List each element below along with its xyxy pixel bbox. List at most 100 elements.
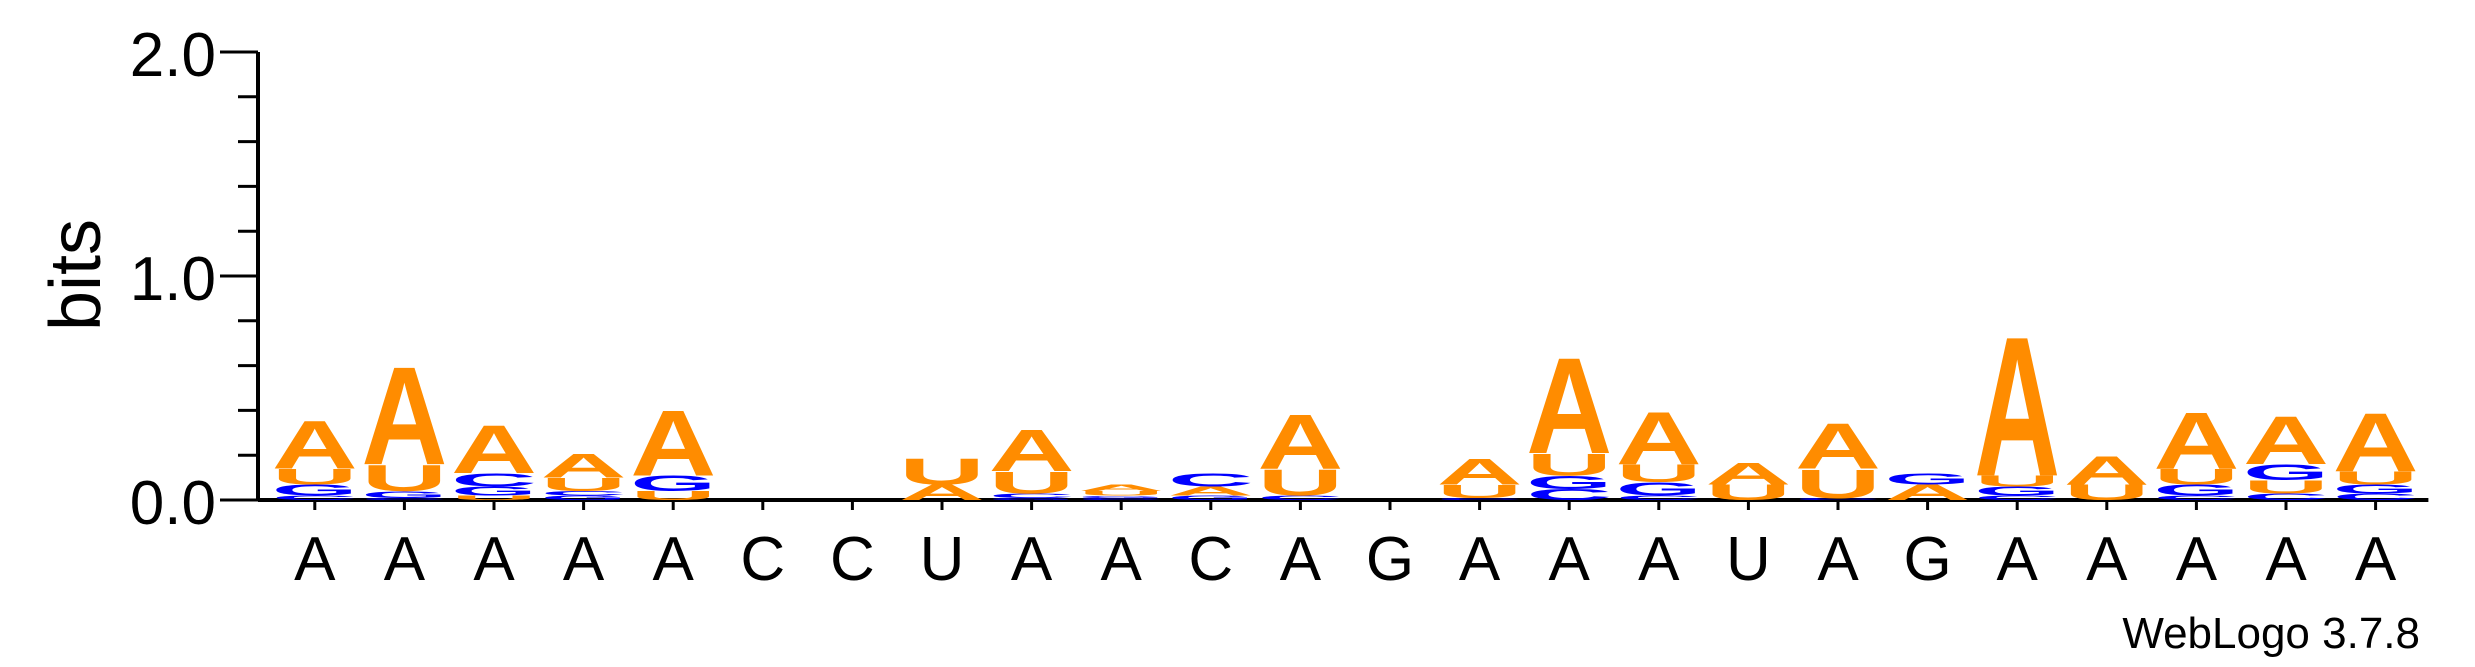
x-tick-label: C xyxy=(740,525,785,594)
logo-letter-g: G xyxy=(2333,482,2419,496)
logo-letter-g: G xyxy=(1885,470,1971,487)
logo-letter-u: U xyxy=(1974,472,2060,489)
x-tick-label: A xyxy=(1011,525,1053,594)
logo-letter-a: A xyxy=(1526,330,1612,483)
logo-letter-a: A xyxy=(1974,295,2060,518)
logo-letter-a: A xyxy=(2153,396,2239,487)
logo-letter-c: C xyxy=(1168,470,1254,491)
logo-letter-a: A xyxy=(451,411,537,488)
logo-letter-u: U xyxy=(361,457,447,499)
weblogo-credit: WebLogo 3.7.8 xyxy=(2122,609,2420,658)
logo-letter-c: C xyxy=(451,470,537,491)
logo-letter-u: U xyxy=(1078,490,1164,497)
x-tick-label: A xyxy=(1101,525,1143,594)
x-tick-label: A xyxy=(653,525,695,594)
logo-letter-g: G xyxy=(272,482,358,499)
y-tick-label: 2.0 xyxy=(130,21,216,90)
logo-letter-a: A xyxy=(899,481,985,505)
logo-letter-u: U xyxy=(451,494,537,501)
logo-letter-g: G xyxy=(630,471,716,495)
logo-letter-c: C xyxy=(541,490,627,497)
logo-letter-a: A xyxy=(1257,399,1343,486)
logo-letter-u: U xyxy=(541,474,627,495)
logo-letter-c: C xyxy=(361,497,447,500)
logo-letter-u: U xyxy=(272,465,358,489)
logo-letter-c: C xyxy=(1974,494,2060,501)
x-tick-label: A xyxy=(1459,525,1501,594)
x-tick-label: A xyxy=(2176,525,2218,594)
logo-letter-a: A xyxy=(1795,410,1881,483)
logo-letter-g: G xyxy=(1974,484,2060,498)
logo-letter-g: G xyxy=(1616,479,1702,500)
logo-letter-u: U xyxy=(899,450,985,492)
logo-letter-c: C xyxy=(989,492,1075,499)
logo-letter-g: G xyxy=(2243,460,2329,484)
logo-letter-u: U xyxy=(2064,481,2150,505)
x-tick-label: A xyxy=(563,525,605,594)
logo-letter-g: G xyxy=(1078,495,1164,499)
y-tick-label: 1.0 xyxy=(130,245,216,314)
logo-letter-u: U xyxy=(630,489,716,503)
logo-letter-a: A xyxy=(1885,481,1971,505)
x-tick-label: C xyxy=(830,525,875,594)
logo-letter-c: C xyxy=(2153,494,2239,501)
logo-letter-g: G xyxy=(361,489,447,499)
logo-letter-u: U xyxy=(1257,462,1343,504)
logo-letter-c: C xyxy=(1257,494,1343,501)
x-tick-label: A xyxy=(1997,525,2039,594)
logo-letter-c: C xyxy=(272,494,358,501)
logo-letter-c: C xyxy=(2333,492,2419,502)
x-tick-label: A xyxy=(2265,525,2307,594)
logo-letter-c: C xyxy=(1795,497,1881,500)
logo-letter-a: A xyxy=(1705,456,1791,491)
logo-letter-a: A xyxy=(1437,450,1523,492)
logo-letter-a: A xyxy=(1168,484,1254,498)
logo-letter-u: U xyxy=(2243,477,2329,498)
logo-letter-c: C xyxy=(1526,486,1612,503)
x-tick-label: A xyxy=(1280,525,1322,594)
x-tick-label: A xyxy=(2355,525,2397,594)
logo-letter-a: A xyxy=(630,391,716,496)
logo-letter-a: A xyxy=(989,417,1075,483)
x-tick-label: A xyxy=(294,525,336,594)
x-tick-label: G xyxy=(1366,525,1414,594)
logo-letter-c: C xyxy=(1437,497,1523,500)
y-axis-label: bits xyxy=(36,219,116,331)
logo-letter-a: A xyxy=(272,407,358,484)
logo-letter-a: A xyxy=(2064,448,2150,493)
x-tick-label: G xyxy=(1903,525,1951,594)
x-tick-label: A xyxy=(473,525,515,594)
logo-letter-a: A xyxy=(541,447,627,485)
logo-letter-a: A xyxy=(2333,395,2419,489)
logo-letter-c: C xyxy=(1078,497,1164,500)
logo-letter-a: A xyxy=(361,337,447,494)
logo-letter-c: C xyxy=(1616,494,1702,501)
logo-letter-g: G xyxy=(541,494,627,501)
logo-letter-u: U xyxy=(1526,447,1612,482)
logo-letter-g: G xyxy=(1526,472,1612,493)
axes: 0.0 1.0 2.0 xyxy=(130,21,2429,538)
logo-letter-g: G xyxy=(451,484,537,498)
x-tick-label: A xyxy=(1549,525,1591,594)
logo-letter-a: A xyxy=(1616,397,1702,480)
y-tick-label: 0.0 xyxy=(130,469,216,538)
logo-letter-u: U xyxy=(1616,460,1702,488)
logo-letter-u: U xyxy=(989,465,1075,500)
logo-letter-u: U xyxy=(2333,468,2419,489)
x-tick-label: A xyxy=(384,525,426,594)
x-tick-label: U xyxy=(1726,525,1771,594)
x-tick-label: A xyxy=(1638,525,1680,594)
logo-letter-g: G xyxy=(989,497,1075,501)
x-tick-label: A xyxy=(1817,525,1859,594)
logo-letter-u: U xyxy=(1795,461,1881,506)
logo-letter-u: U xyxy=(1437,481,1523,502)
logo-letter-g: G xyxy=(2153,482,2239,499)
logo-letter-c: C xyxy=(2243,492,2329,502)
logo-letter-g: G xyxy=(1168,494,1254,501)
logo-letter-a: A xyxy=(2243,402,2329,479)
x-tick-label: A xyxy=(2086,525,2128,594)
logo-letter-a: A xyxy=(1078,483,1164,493)
